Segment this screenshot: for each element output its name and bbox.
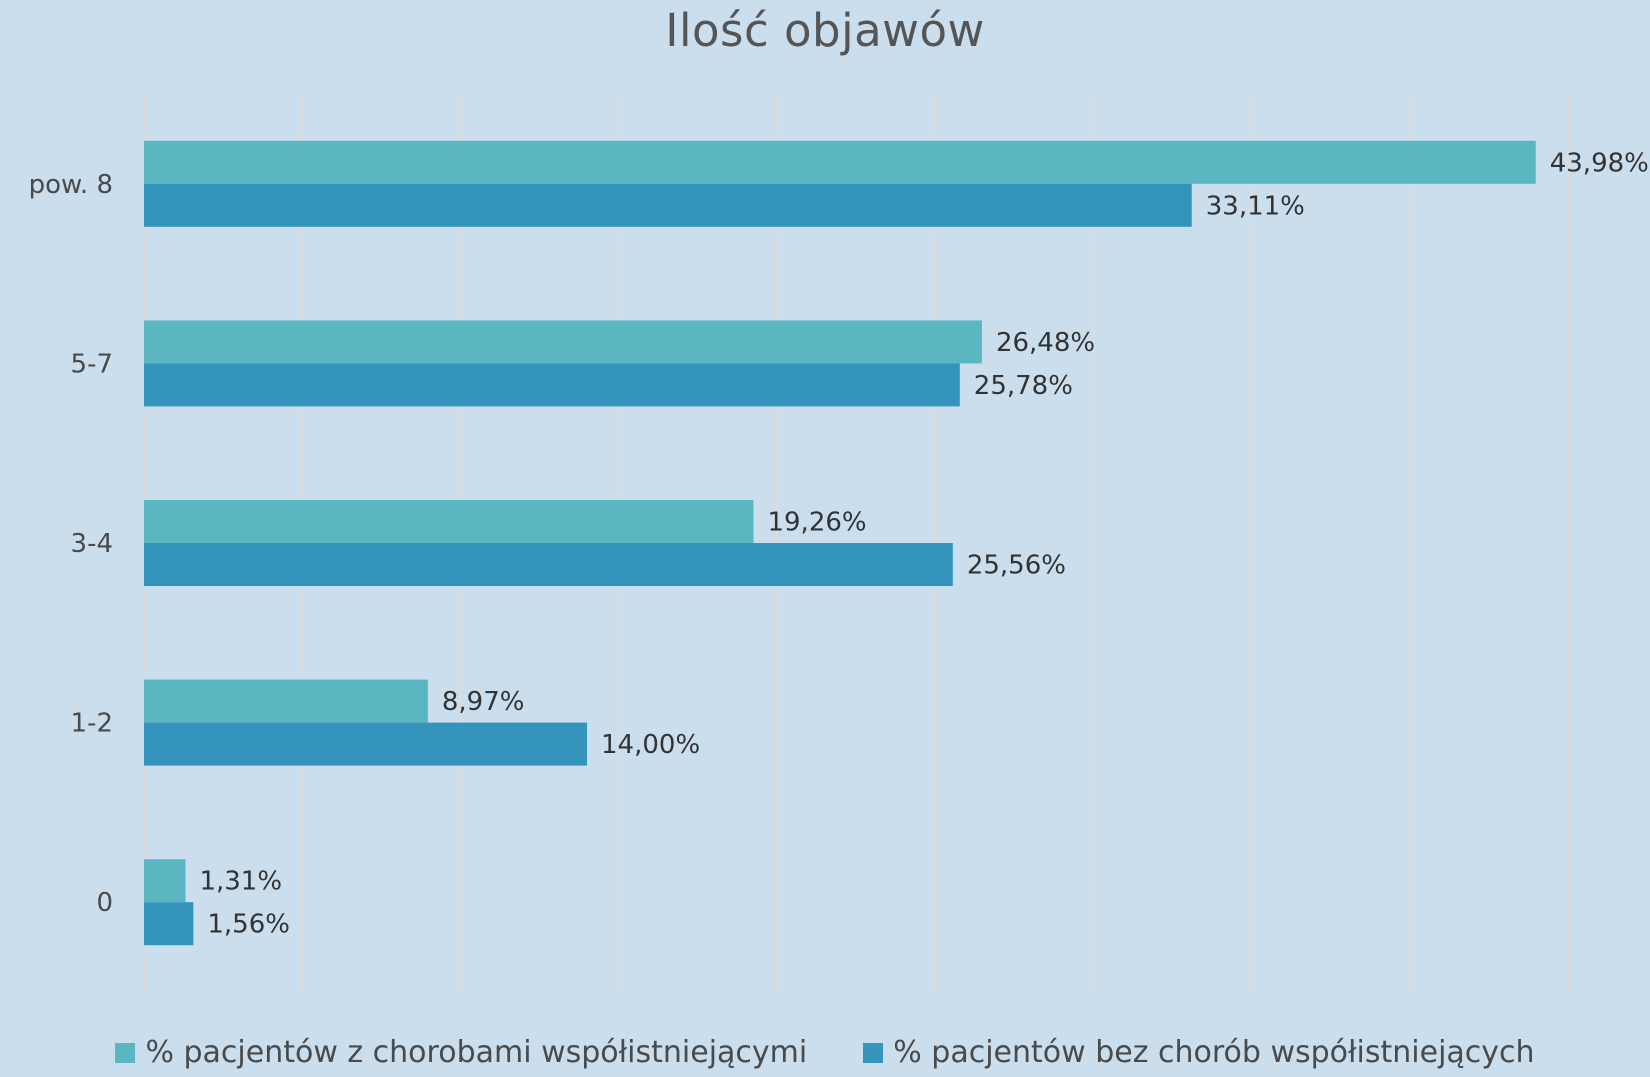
bar-series-2 bbox=[144, 543, 953, 586]
chart-title: Ilość objawów bbox=[665, 4, 985, 57]
bar-series-1 bbox=[144, 320, 982, 364]
legend-label: % pacjentów z chorobami współistniejącym… bbox=[145, 1035, 808, 1070]
bar-series-1 bbox=[144, 859, 186, 903]
legend-label: % pacjentów bez chorób współistniejących bbox=[893, 1035, 1535, 1070]
bar-series-1 bbox=[144, 679, 428, 723]
category-label: 5-7 bbox=[71, 349, 113, 379]
data-label: 33,11% bbox=[1206, 191, 1305, 221]
plot-area: pow. 8 43,98% 33,11% 5-7 26,48% 25,78% 3-4 19,2… bbox=[29, 94, 1649, 992]
data-label: 1,31% bbox=[199, 867, 282, 897]
bar-series-2 bbox=[144, 902, 194, 946]
bar-series-1 bbox=[144, 140, 1536, 184]
data-label: 8,97% bbox=[442, 687, 525, 717]
bar-series-2 bbox=[144, 363, 960, 407]
category-label: 0 bbox=[96, 888, 113, 918]
legend-swatch bbox=[863, 1042, 884, 1063]
data-label: 14,00% bbox=[601, 730, 700, 760]
legend-swatch bbox=[115, 1042, 136, 1063]
data-label: 25,56% bbox=[967, 551, 1066, 581]
data-label: 25,78% bbox=[974, 371, 1073, 401]
category-label: pow. 8 bbox=[29, 170, 113, 200]
bar-series-2 bbox=[144, 722, 588, 766]
legend-item-1: % pacjentów z chorobami współistniejącym… bbox=[115, 1035, 807, 1070]
bar-series-1 bbox=[144, 500, 754, 543]
data-label: 26,48% bbox=[996, 328, 1095, 358]
data-label: 43,98% bbox=[1550, 148, 1649, 178]
bar-series-2 bbox=[144, 183, 1192, 227]
legend: % pacjentów z chorobami współistniejącym… bbox=[0, 1035, 1650, 1070]
data-label: 1,56% bbox=[207, 910, 290, 940]
category-label: 3-4 bbox=[71, 529, 113, 559]
category-label: 1-2 bbox=[71, 709, 113, 739]
data-label: 19,26% bbox=[767, 508, 866, 538]
legend-item-2: % pacjentów bez chorób współistniejących bbox=[863, 1035, 1535, 1070]
